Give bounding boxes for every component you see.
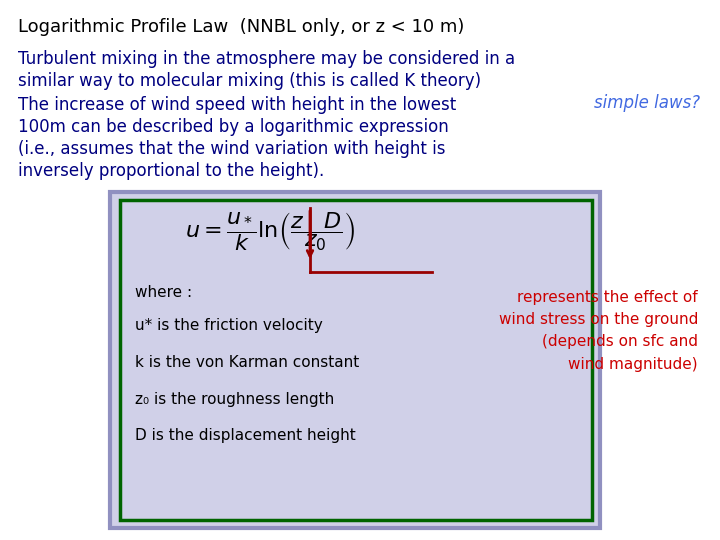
Text: Turbulent mixing in the atmosphere may be considered in a: Turbulent mixing in the atmosphere may b… [18, 50, 515, 68]
Text: Logarithmic Profile Law  (NNBL only, or z < 10 m): Logarithmic Profile Law (NNBL only, or z… [18, 18, 464, 36]
Text: u* is the friction velocity: u* is the friction velocity [135, 318, 323, 333]
Text: k is the von Karman constant: k is the von Karman constant [135, 355, 359, 370]
Bar [120, 200, 592, 520]
Text: inversely proportional to the height).: inversely proportional to the height). [18, 162, 324, 180]
Text: $u = \dfrac{u_*}{k}\ln\!\left(\dfrac{z \quad D}{z_0}\right)$: $u = \dfrac{u_*}{k}\ln\!\left(\dfrac{z \… [185, 210, 355, 253]
Text: represents the effect of
wind stress on the ground
(depends on sfc and
wind magn: represents the effect of wind stress on … [499, 290, 698, 372]
Text: where :: where : [135, 285, 192, 300]
Bar [110, 192, 600, 528]
Text: similar way to molecular mixing (this is called K theory): similar way to molecular mixing (this is… [18, 72, 481, 90]
Text: The increase of wind speed with height in the lowest: The increase of wind speed with height i… [18, 96, 456, 114]
Text: z₀ is the roughness length: z₀ is the roughness length [135, 392, 334, 407]
Text: simple laws?: simple laws? [594, 94, 700, 112]
Text: D is the displacement height: D is the displacement height [135, 428, 356, 443]
Text: (i.e., assumes that the wind variation with height is: (i.e., assumes that the wind variation w… [18, 140, 446, 158]
Text: 100m can be described by a logarithmic expression: 100m can be described by a logarithmic e… [18, 118, 449, 136]
